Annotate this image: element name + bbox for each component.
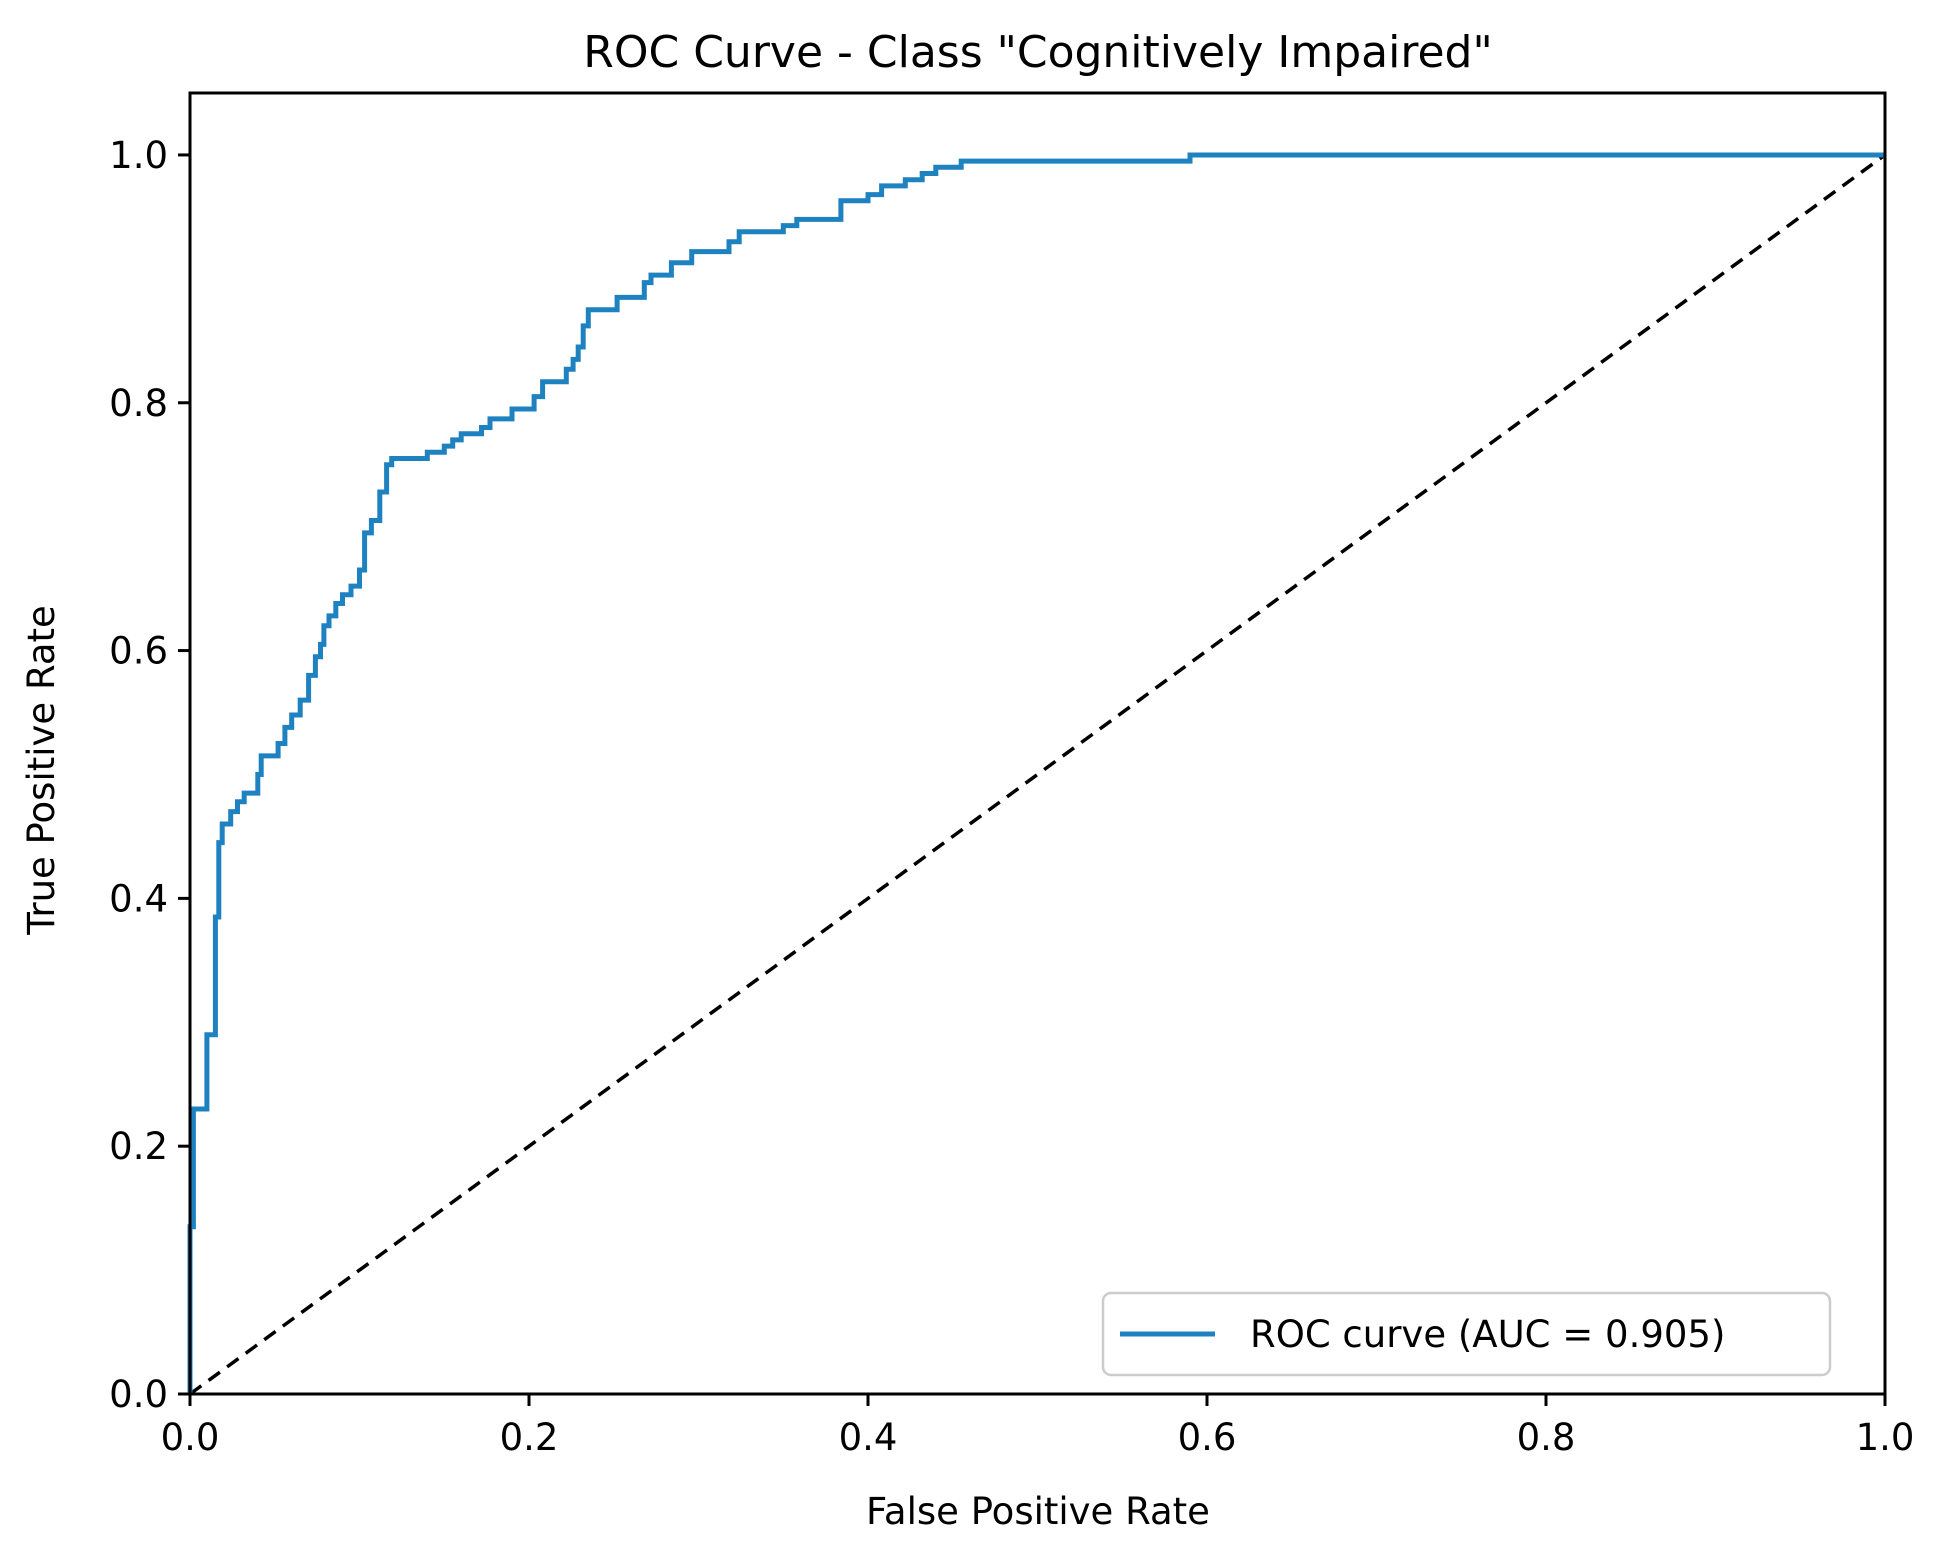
y-tick-label: 0.4 <box>109 877 168 920</box>
chart-title: ROC Curve - Class "Cognitively Impaired" <box>583 27 1492 78</box>
x-tick-label: 0.2 <box>500 1416 559 1459</box>
legend-label: ROC curve (AUC = 0.905) <box>1250 1313 1725 1356</box>
y-tick-label: 0.6 <box>109 630 168 673</box>
roc-curve-line <box>187 152 1885 1394</box>
y-tick-label: 0.2 <box>109 1125 168 1168</box>
x-tick-label: 0.4 <box>839 1416 898 1459</box>
y-tick-label: 0.8 <box>109 382 168 425</box>
x-axis-ticks: 0.0 0.2 0.4 0.6 0.8 1.0 <box>161 1394 1915 1459</box>
plot-area <box>187 152 1887 1396</box>
x-axis-label: False Positive Rate <box>866 1490 1210 1533</box>
x-tick-label: 1.0 <box>1856 1416 1915 1459</box>
x-tick-label: 0.6 <box>1178 1416 1237 1459</box>
legend-box <box>1101 1291 1832 1377</box>
y-tick-label: 0.0 <box>109 1373 168 1416</box>
chance-diagonal-line <box>188 153 1887 1396</box>
y-axis-ticks: 0.0 0.2 0.4 0.6 0.8 1.0 <box>109 134 190 1416</box>
x-tick-label: 0.0 <box>161 1416 220 1459</box>
y-axis-label: True Positive Rate <box>20 605 63 936</box>
axes-frame <box>188 91 1887 1396</box>
x-tick-label: 0.8 <box>1517 1416 1576 1459</box>
legend: ROC curve (AUC = 0.905) <box>1101 1291 1832 1377</box>
y-tick-label: 1.0 <box>109 134 168 177</box>
